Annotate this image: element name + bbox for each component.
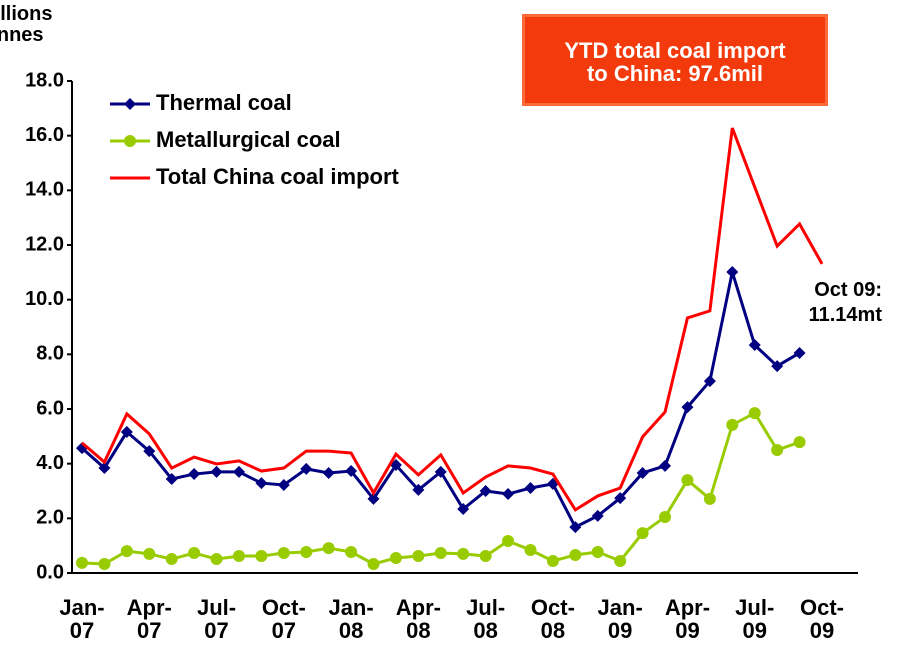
data-point bbox=[188, 468, 201, 481]
data-point bbox=[367, 492, 380, 505]
data-point bbox=[300, 462, 313, 475]
data-point bbox=[726, 418, 739, 431]
data-point bbox=[120, 545, 133, 558]
annotation-box: YTD total coal import to China: 97.6mil bbox=[522, 14, 828, 106]
data-point bbox=[98, 557, 111, 570]
data-point bbox=[681, 401, 694, 414]
y-tick-label: 10.0 bbox=[25, 288, 64, 310]
data-point bbox=[143, 445, 156, 458]
data-point bbox=[389, 551, 402, 564]
legend-marker bbox=[124, 135, 136, 147]
data-point bbox=[703, 492, 716, 505]
y-tick-label: 8.0 bbox=[36, 343, 64, 365]
x-tick-label: Jan- 07 bbox=[59, 595, 105, 644]
series-line bbox=[81, 271, 801, 530]
data-point bbox=[479, 485, 492, 497]
legend-label: Metallurgical coal bbox=[156, 127, 341, 152]
data-point bbox=[748, 407, 761, 420]
y-tick-label: 14.0 bbox=[25, 179, 64, 201]
x-tick-label: Jul- 09 bbox=[735, 595, 775, 644]
data-point bbox=[255, 477, 268, 490]
y-tick-label: 12.0 bbox=[25, 233, 64, 255]
legend-label: Thermal coal bbox=[156, 90, 292, 115]
data-point bbox=[322, 542, 335, 555]
data-point bbox=[569, 521, 582, 534]
legend-marker bbox=[124, 98, 136, 110]
y-tick-label: 16.0 bbox=[25, 124, 64, 146]
annotation: Oct 09: 11.14mt bbox=[808, 279, 882, 326]
data-point bbox=[210, 465, 223, 478]
y-tick-label: 2.0 bbox=[36, 507, 64, 529]
data-point bbox=[412, 483, 425, 496]
x-tick-label: Jan- 08 bbox=[328, 595, 374, 644]
data-point bbox=[524, 544, 537, 557]
data-point bbox=[345, 545, 358, 558]
y-axis-label: Millions tonnes bbox=[0, 3, 53, 46]
data-point bbox=[98, 462, 111, 475]
data-point bbox=[614, 492, 627, 505]
data-point bbox=[726, 266, 739, 279]
data-point bbox=[232, 465, 245, 478]
data-point bbox=[165, 553, 178, 566]
x-tick-label: Apr- 09 bbox=[664, 595, 711, 644]
y-tick-label: 0.0 bbox=[36, 561, 64, 583]
y-tick-label: 4.0 bbox=[36, 452, 64, 474]
series-line bbox=[81, 411, 801, 566]
x-tick-label: Apr- 07 bbox=[126, 595, 172, 644]
legend-label: Total China coal import bbox=[156, 164, 400, 189]
data-point bbox=[659, 510, 672, 523]
data-point bbox=[502, 488, 515, 501]
data-point bbox=[255, 550, 268, 563]
data-point bbox=[546, 554, 559, 567]
data-point bbox=[345, 465, 358, 478]
y-tick-label: 18.0 bbox=[25, 69, 64, 91]
data-point bbox=[300, 545, 313, 558]
x-tick-label: Jul- 07 bbox=[196, 595, 237, 644]
data-point bbox=[277, 478, 290, 491]
data-point bbox=[412, 550, 425, 563]
data-point bbox=[748, 339, 761, 352]
data-point bbox=[76, 556, 88, 569]
data-point bbox=[793, 436, 806, 449]
data-point bbox=[636, 527, 649, 540]
data-point bbox=[367, 557, 380, 570]
x-tick-label: Jan- 09 bbox=[597, 595, 643, 644]
data-point bbox=[681, 474, 694, 487]
x-tick-label: Jul- 08 bbox=[466, 595, 506, 644]
data-point bbox=[457, 503, 470, 516]
data-point bbox=[569, 548, 582, 561]
data-point bbox=[793, 346, 806, 359]
data-point bbox=[703, 375, 716, 388]
y-tick-label: 6.0 bbox=[36, 397, 64, 419]
data-point bbox=[232, 550, 245, 563]
data-point bbox=[165, 472, 178, 485]
x-tick-label: Oct- 08 bbox=[530, 595, 575, 644]
data-point bbox=[210, 553, 223, 566]
data-point bbox=[591, 509, 604, 522]
data-point bbox=[434, 465, 447, 478]
data-point bbox=[143, 547, 156, 560]
series-line bbox=[81, 127, 824, 512]
data-point bbox=[771, 360, 784, 373]
data-point bbox=[636, 466, 649, 479]
data-point bbox=[591, 545, 604, 558]
data-point bbox=[457, 547, 470, 560]
data-point bbox=[659, 459, 672, 472]
data-point bbox=[614, 554, 627, 567]
data-point bbox=[502, 535, 515, 548]
x-tick-label: Oct- 07 bbox=[261, 595, 306, 644]
data-point bbox=[434, 547, 447, 560]
data-point bbox=[120, 425, 133, 438]
data-point bbox=[188, 547, 201, 560]
data-point bbox=[479, 550, 492, 563]
data-point bbox=[277, 547, 290, 560]
data-point bbox=[322, 466, 335, 479]
data-point bbox=[524, 481, 537, 494]
data-point bbox=[771, 444, 784, 456]
x-tick-label: Oct- 09 bbox=[800, 595, 844, 644]
x-tick-label: Apr- 08 bbox=[395, 595, 441, 644]
